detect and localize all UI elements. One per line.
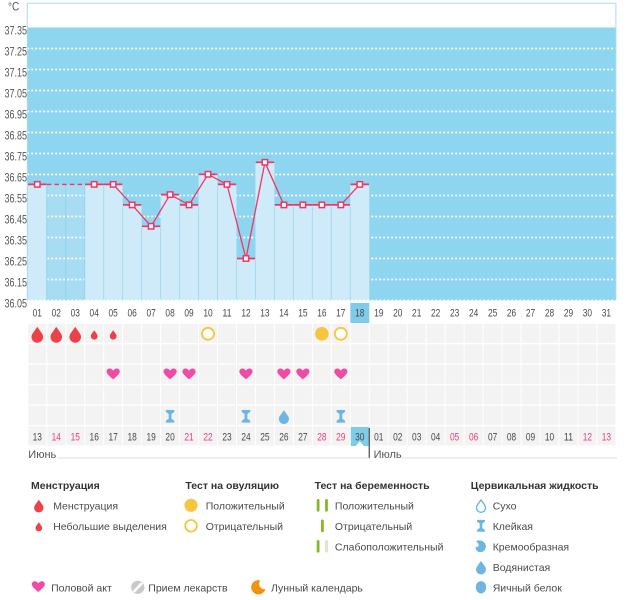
svg-text:36.75: 36.75 xyxy=(5,149,28,163)
svg-text:Небольшие выделения: Небольшие выделения xyxy=(53,521,167,533)
svg-text:Водянистая: Водянистая xyxy=(493,562,551,574)
svg-text:27: 27 xyxy=(298,431,307,443)
svg-text:28: 28 xyxy=(545,307,554,319)
svg-text:09: 09 xyxy=(184,307,193,319)
svg-text:36.15: 36.15 xyxy=(5,275,28,289)
svg-text:04: 04 xyxy=(431,431,440,443)
svg-text:11: 11 xyxy=(564,431,573,443)
svg-text:°C: °C xyxy=(8,0,19,14)
svg-text:36.55: 36.55 xyxy=(5,191,28,205)
svg-text:36.45: 36.45 xyxy=(5,212,28,226)
svg-text:36.05: 36.05 xyxy=(5,296,28,310)
svg-text:01: 01 xyxy=(374,431,383,443)
svg-text:06: 06 xyxy=(127,307,136,319)
svg-text:Июль: Июль xyxy=(374,449,402,461)
svg-text:03: 03 xyxy=(71,307,80,319)
svg-text:Лунный календарь: Лунный календарь xyxy=(271,582,363,594)
svg-text:28: 28 xyxy=(317,431,326,443)
svg-text:03: 03 xyxy=(412,431,421,443)
svg-text:17: 17 xyxy=(109,431,118,443)
svg-text:17: 17 xyxy=(336,307,345,319)
svg-text:06: 06 xyxy=(469,431,478,443)
svg-text:15: 15 xyxy=(298,307,307,319)
svg-text:22: 22 xyxy=(203,431,212,443)
svg-text:29: 29 xyxy=(336,431,345,443)
svg-text:13: 13 xyxy=(260,307,269,319)
svg-text:Тест на овуляцию: Тест на овуляцию xyxy=(185,480,279,492)
svg-text:27: 27 xyxy=(526,307,535,319)
svg-text:Положительный: Положительный xyxy=(335,500,414,512)
svg-text:09: 09 xyxy=(526,431,535,443)
svg-text:25: 25 xyxy=(260,431,269,443)
svg-text:18: 18 xyxy=(127,431,136,443)
svg-text:10: 10 xyxy=(203,307,212,319)
svg-text:21: 21 xyxy=(184,431,193,443)
svg-text:36.95: 36.95 xyxy=(5,107,28,121)
svg-text:Положительный: Положительный xyxy=(206,500,285,512)
svg-text:36.35: 36.35 xyxy=(5,233,28,247)
svg-text:Половой акт: Половой акт xyxy=(51,582,112,594)
svg-text:Менструация: Менструация xyxy=(53,500,118,512)
svg-text:24: 24 xyxy=(241,431,250,443)
svg-text:37.35: 37.35 xyxy=(5,23,28,37)
svg-text:05: 05 xyxy=(450,431,459,443)
svg-text:20: 20 xyxy=(165,431,174,443)
svg-text:Отрицательный: Отрицательный xyxy=(206,521,283,533)
svg-text:23: 23 xyxy=(222,431,231,443)
svg-text:13: 13 xyxy=(33,431,42,443)
svg-text:07: 07 xyxy=(488,431,497,443)
svg-text:36.25: 36.25 xyxy=(5,254,28,268)
svg-text:16: 16 xyxy=(90,431,99,443)
svg-text:Кремообразная: Кремообразная xyxy=(493,541,569,553)
svg-text:08: 08 xyxy=(165,307,174,319)
svg-text:05: 05 xyxy=(109,307,118,319)
svg-text:02: 02 xyxy=(52,307,61,319)
svg-text:22: 22 xyxy=(431,307,440,319)
svg-text:Яичный белок: Яичный белок xyxy=(493,582,563,594)
svg-text:19: 19 xyxy=(146,431,155,443)
svg-text:Отрицательный: Отрицательный xyxy=(335,521,412,533)
svg-text:26: 26 xyxy=(507,307,516,319)
svg-text:07: 07 xyxy=(146,307,155,319)
svg-text:31: 31 xyxy=(602,307,611,319)
svg-text:Тест на беременность: Тест на беременность xyxy=(315,480,431,492)
svg-text:30: 30 xyxy=(355,431,364,443)
svg-text:24: 24 xyxy=(469,307,478,319)
svg-text:Слабоположительный: Слабоположительный xyxy=(335,541,444,553)
svg-text:30: 30 xyxy=(583,307,592,319)
svg-text:08: 08 xyxy=(507,431,516,443)
svg-text:01: 01 xyxy=(33,307,42,319)
svg-text:15: 15 xyxy=(71,431,80,443)
svg-text:12: 12 xyxy=(583,431,592,443)
svg-text:04: 04 xyxy=(90,307,99,319)
svg-text:26: 26 xyxy=(279,431,288,443)
svg-text:14: 14 xyxy=(279,307,288,319)
svg-text:36.65: 36.65 xyxy=(5,170,28,184)
svg-text:25: 25 xyxy=(488,307,497,319)
svg-text:02: 02 xyxy=(393,431,402,443)
svg-text:Июнь: Июнь xyxy=(28,449,56,461)
svg-text:37.05: 37.05 xyxy=(5,86,28,100)
svg-text:19: 19 xyxy=(374,307,383,319)
svg-text:Сухо: Сухо xyxy=(493,500,517,512)
svg-text:10: 10 xyxy=(545,431,554,443)
svg-text:37.15: 37.15 xyxy=(5,65,28,79)
svg-text:Цервикальная жидкость: Цервикальная жидкость xyxy=(471,480,599,492)
svg-text:13: 13 xyxy=(602,431,611,443)
svg-text:11: 11 xyxy=(222,307,231,319)
svg-text:Менструация: Менструация xyxy=(31,480,100,492)
svg-text:29: 29 xyxy=(564,307,573,319)
svg-text:Прием лекарств: Прием лекарств xyxy=(148,582,228,594)
svg-text:37.25: 37.25 xyxy=(5,44,28,58)
svg-text:20: 20 xyxy=(393,307,402,319)
svg-text:18: 18 xyxy=(355,307,364,319)
svg-text:16: 16 xyxy=(317,307,326,319)
svg-text:23: 23 xyxy=(450,307,459,319)
svg-text:12: 12 xyxy=(241,307,250,319)
svg-text:21: 21 xyxy=(412,307,421,319)
svg-text:14: 14 xyxy=(52,431,61,443)
svg-text:36.85: 36.85 xyxy=(5,128,28,142)
svg-text:Клейкая: Клейкая xyxy=(493,521,533,533)
